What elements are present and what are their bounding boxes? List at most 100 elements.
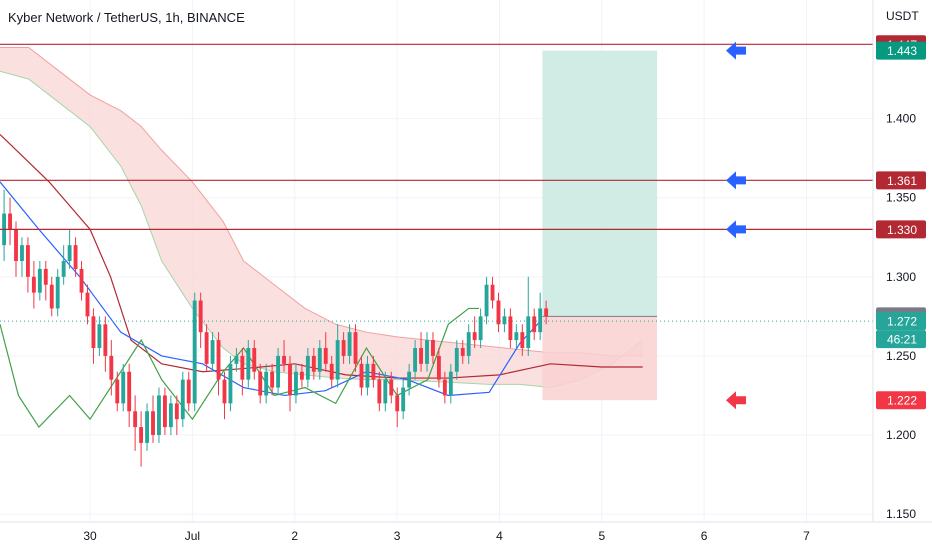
candle <box>299 363 304 388</box>
candle <box>502 308 507 333</box>
candle <box>174 395 179 435</box>
long-position-tool[interactable] <box>542 50 658 401</box>
candle-body <box>282 355 286 364</box>
candle-body <box>526 316 531 348</box>
candle <box>180 371 185 428</box>
candle-body <box>431 340 435 356</box>
arrow-left-icon[interactable] <box>726 41 746 60</box>
candle <box>407 363 412 396</box>
candle-body <box>222 379 227 404</box>
price-badge-label: 1.222 <box>887 394 917 408</box>
price-badge-label: 1.330 <box>887 223 917 237</box>
candle-body <box>413 348 418 372</box>
candle-body <box>246 348 251 380</box>
cloud-lower-line <box>0 70 644 389</box>
candle <box>484 276 489 325</box>
price-axis[interactable]: 1.150 1.200 1.250 1.300 1.350 1.400 <box>886 112 916 521</box>
candle <box>264 363 269 404</box>
candle <box>365 355 370 396</box>
candle <box>377 371 382 412</box>
stop-loss-zone[interactable] <box>542 316 658 401</box>
price-badge-label: 1.443 <box>887 44 917 58</box>
candle <box>383 371 388 412</box>
candle-body <box>180 379 185 420</box>
candle-body <box>359 363 364 388</box>
candle-body <box>276 355 281 388</box>
candle-body <box>508 316 513 341</box>
candle <box>240 348 245 396</box>
candle <box>311 348 316 380</box>
price-badge-label: 1.272 <box>887 315 917 329</box>
candle-body <box>436 355 441 380</box>
candle <box>198 292 203 348</box>
candle <box>323 332 328 372</box>
candle <box>168 395 173 435</box>
profit-zone[interactable] <box>542 50 658 317</box>
candle <box>335 324 340 388</box>
candle-body <box>43 268 48 285</box>
arrow-left-icon[interactable] <box>726 220 746 239</box>
x-tick-label: 4 <box>496 529 503 543</box>
candle-body <box>538 308 543 333</box>
candle <box>460 340 465 364</box>
annotation-arrows[interactable] <box>726 41 746 410</box>
candle-body <box>407 371 412 388</box>
candle <box>228 355 233 412</box>
candle <box>79 261 84 301</box>
candle-body <box>186 379 191 404</box>
candle <box>55 268 60 317</box>
candle <box>508 308 513 348</box>
candle <box>133 395 138 451</box>
candle <box>425 332 429 372</box>
candle <box>91 308 96 364</box>
candle <box>192 292 197 412</box>
candle-body <box>371 363 376 380</box>
candle-body <box>73 245 78 269</box>
x-tick-label: 3 <box>394 529 401 543</box>
candle-body <box>377 379 382 404</box>
candle <box>151 395 155 443</box>
time-axis[interactable]: 30 Jul 2 3 4 5 6 7 <box>83 529 810 543</box>
lagging-span <box>0 307 479 429</box>
candle-body <box>133 411 138 428</box>
y-tick-label: 1.250 <box>886 349 916 363</box>
candle <box>454 340 459 380</box>
candle-body <box>353 332 358 364</box>
candle-body <box>520 332 525 348</box>
candle-body <box>258 371 263 396</box>
candle-body <box>299 371 304 380</box>
candle <box>162 387 167 435</box>
candle <box>258 363 263 404</box>
y-tick-label: 1.350 <box>886 191 916 205</box>
candle <box>157 387 161 443</box>
chart-title: Kyber Network / TetherUS, 1h, BINANCE <box>8 10 245 25</box>
candle-body <box>294 371 298 396</box>
candle-body <box>174 403 179 420</box>
candle-body <box>67 245 72 261</box>
candle-body <box>305 355 310 380</box>
candle-body <box>401 387 406 412</box>
currency-label: USDT <box>886 9 919 23</box>
candle <box>294 363 298 404</box>
candle <box>520 324 525 356</box>
price-badge: 1.361 <box>876 171 926 190</box>
candle-body <box>168 403 173 428</box>
candle <box>210 332 215 372</box>
arrow-left-icon[interactable] <box>726 391 746 410</box>
candle-body <box>335 340 340 380</box>
arrow-left-icon[interactable] <box>726 171 746 190</box>
candle <box>270 363 275 396</box>
candle <box>448 363 453 404</box>
candle-body <box>79 268 84 293</box>
candle <box>216 332 221 396</box>
candle-body <box>55 276 60 309</box>
y-tick-label: 1.300 <box>886 270 916 284</box>
candle <box>145 403 149 451</box>
candle-body <box>478 316 483 341</box>
candle <box>442 371 447 404</box>
candle-body <box>532 316 537 333</box>
candle <box>282 340 286 372</box>
candle-body <box>502 316 507 325</box>
candle <box>73 237 78 277</box>
